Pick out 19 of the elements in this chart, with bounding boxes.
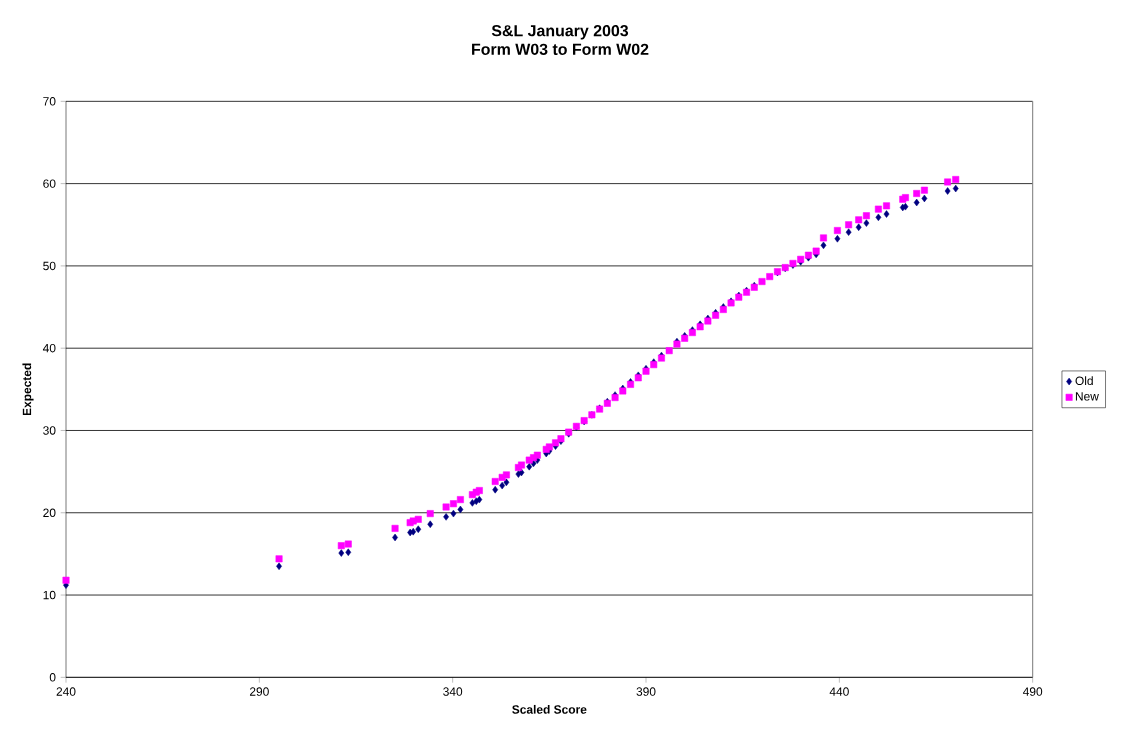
y-tick-label: 20: [43, 508, 56, 517]
legend-label: New: [1075, 392, 1099, 401]
y-tick-label: 30: [43, 426, 56, 435]
y-tick-label: 0: [49, 673, 56, 682]
x-axis-title: Scaled Score: [512, 704, 587, 714]
x-tick-label: 290: [249, 687, 269, 696]
y-tick-label: 60: [43, 179, 56, 188]
x-tick-label: 490: [1022, 687, 1043, 696]
y-axis-title: Expected: [22, 363, 34, 416]
legend-label: Old: [1075, 376, 1093, 386]
x-tick-label: 240: [56, 687, 76, 696]
y-tick-label: 50: [43, 261, 56, 271]
y-tick-label: 40: [42, 343, 56, 353]
x-tick-label: 440: [829, 687, 849, 696]
x-tick-label: 390: [636, 687, 656, 696]
x-tick-label: 340: [443, 687, 463, 696]
y-tick-label: 10: [43, 590, 56, 600]
chart-title: S&L January 2003 Form W03 to Form W02: [472, 25, 649, 55]
y-tick-label: 70: [43, 97, 56, 106]
